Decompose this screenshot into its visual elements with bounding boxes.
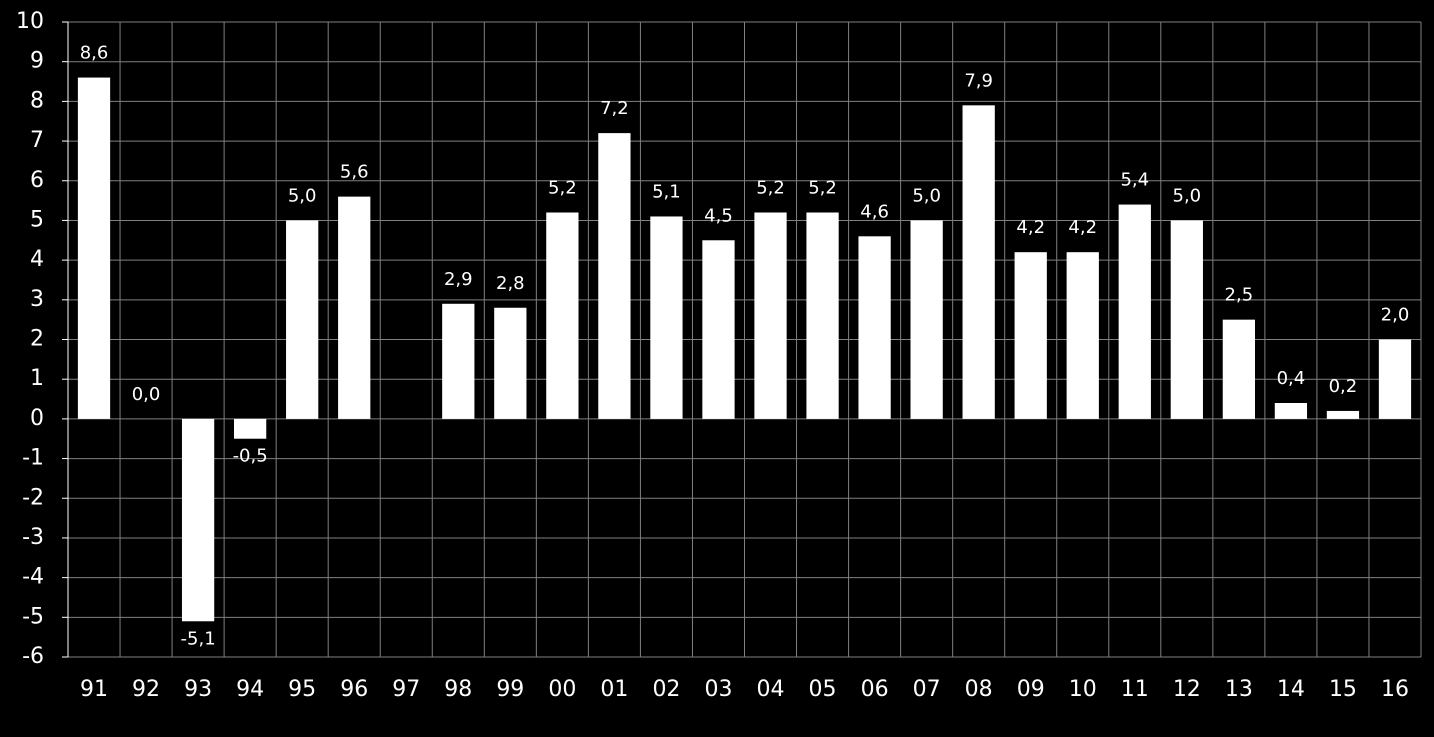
y-tick-label: -5 xyxy=(22,604,44,629)
y-tick-label: -2 xyxy=(22,485,44,510)
bar xyxy=(598,133,631,419)
value-label: 5,2 xyxy=(756,178,785,199)
bar xyxy=(286,220,319,419)
y-tick-label: -4 xyxy=(22,565,44,590)
y-tick-label: 2 xyxy=(30,327,44,352)
y-tick-label: -6 xyxy=(22,644,44,669)
y-tick-label: 6 xyxy=(30,168,44,193)
value-label: 8,6 xyxy=(80,43,109,64)
value-label: -0,5 xyxy=(233,446,268,467)
bar xyxy=(442,303,475,419)
bar xyxy=(234,418,267,439)
value-label: 5,2 xyxy=(548,178,577,199)
x-tick-label: 99 xyxy=(496,677,524,702)
x-tick-label: 01 xyxy=(600,677,628,702)
x-tick-label: 07 xyxy=(913,677,941,702)
value-label: 2,5 xyxy=(1225,285,1254,306)
value-label: 5,4 xyxy=(1120,170,1149,191)
y-tick-label: -1 xyxy=(22,446,44,471)
x-tick-label: 92 xyxy=(132,677,160,702)
x-tick-label: 05 xyxy=(809,677,837,702)
x-tick-label: 04 xyxy=(757,677,785,702)
x-tick-label: 12 xyxy=(1173,677,1201,702)
bar xyxy=(1378,339,1412,419)
bar xyxy=(77,77,111,419)
bar xyxy=(338,196,371,419)
value-label: 7,9 xyxy=(964,70,993,91)
x-tick-label: 06 xyxy=(861,677,889,702)
x-tick-label: 09 xyxy=(1017,677,1045,702)
x-tick-label: 97 xyxy=(392,677,420,702)
x-tick-label: 94 xyxy=(236,677,264,702)
x-tick-label: 15 xyxy=(1329,677,1357,702)
y-tick-label: 10 xyxy=(16,9,44,34)
value-label: -5,1 xyxy=(181,628,216,649)
y-tick-label: 8 xyxy=(30,88,44,113)
bar xyxy=(1118,204,1151,419)
x-tick-label: 13 xyxy=(1225,677,1253,702)
y-tick-label: -3 xyxy=(22,525,44,550)
x-tick-label: 11 xyxy=(1121,677,1149,702)
y-tick-label: 3 xyxy=(30,287,44,312)
x-tick-label: 16 xyxy=(1381,677,1409,702)
x-tick-label: 96 xyxy=(340,677,368,702)
value-label: 5,2 xyxy=(808,178,837,199)
value-label: 4,6 xyxy=(860,201,889,222)
value-label: 5,6 xyxy=(340,162,369,183)
bar xyxy=(806,212,839,419)
value-label: 5,0 xyxy=(288,185,317,206)
value-label: 0,2 xyxy=(1329,376,1358,397)
value-label: 2,8 xyxy=(496,273,525,294)
bar xyxy=(1170,220,1203,419)
bar xyxy=(1222,319,1255,419)
bar xyxy=(1326,410,1360,419)
x-tick-label: 02 xyxy=(652,677,680,702)
y-tick-label: 0 xyxy=(30,406,44,431)
x-tick-label: 93 xyxy=(184,677,212,702)
bar xyxy=(858,236,891,419)
bar xyxy=(1066,252,1099,419)
bar xyxy=(754,212,787,419)
x-tick-label: 08 xyxy=(965,677,993,702)
value-label: 4,2 xyxy=(1068,217,1097,238)
x-tick-label: 98 xyxy=(444,677,472,702)
bar xyxy=(702,240,735,419)
value-label: 0,4 xyxy=(1277,368,1306,389)
value-label: 2,9 xyxy=(444,269,473,290)
y-tick-label: 4 xyxy=(30,247,44,272)
bar xyxy=(962,105,995,419)
value-label: 4,5 xyxy=(704,205,733,226)
x-tick-label: 14 xyxy=(1277,677,1305,702)
y-tick-label: 5 xyxy=(30,207,44,232)
y-tick-label: 9 xyxy=(30,49,44,74)
value-label: 7,2 xyxy=(600,98,629,119)
x-tick-label: 91 xyxy=(80,677,108,702)
x-tick-label: 00 xyxy=(548,677,576,702)
x-tick-label: 03 xyxy=(704,677,732,702)
y-tick-label: 1 xyxy=(30,366,44,391)
value-label: 0,0 xyxy=(132,384,161,405)
bar xyxy=(650,216,683,419)
bar xyxy=(546,212,579,419)
value-label: 5,1 xyxy=(652,181,681,202)
value-label: 5,0 xyxy=(912,185,941,206)
bar xyxy=(1274,403,1308,419)
bar xyxy=(181,418,215,622)
x-tick-label: 95 xyxy=(288,677,316,702)
value-label: 2,0 xyxy=(1381,305,1410,326)
x-tick-label: 10 xyxy=(1069,677,1097,702)
bar xyxy=(910,220,943,419)
y-tick-label: 7 xyxy=(30,128,44,153)
value-label: 4,2 xyxy=(1016,217,1045,238)
bar xyxy=(1014,252,1047,419)
value-label: 5,0 xyxy=(1173,185,1202,206)
bar xyxy=(494,307,527,419)
